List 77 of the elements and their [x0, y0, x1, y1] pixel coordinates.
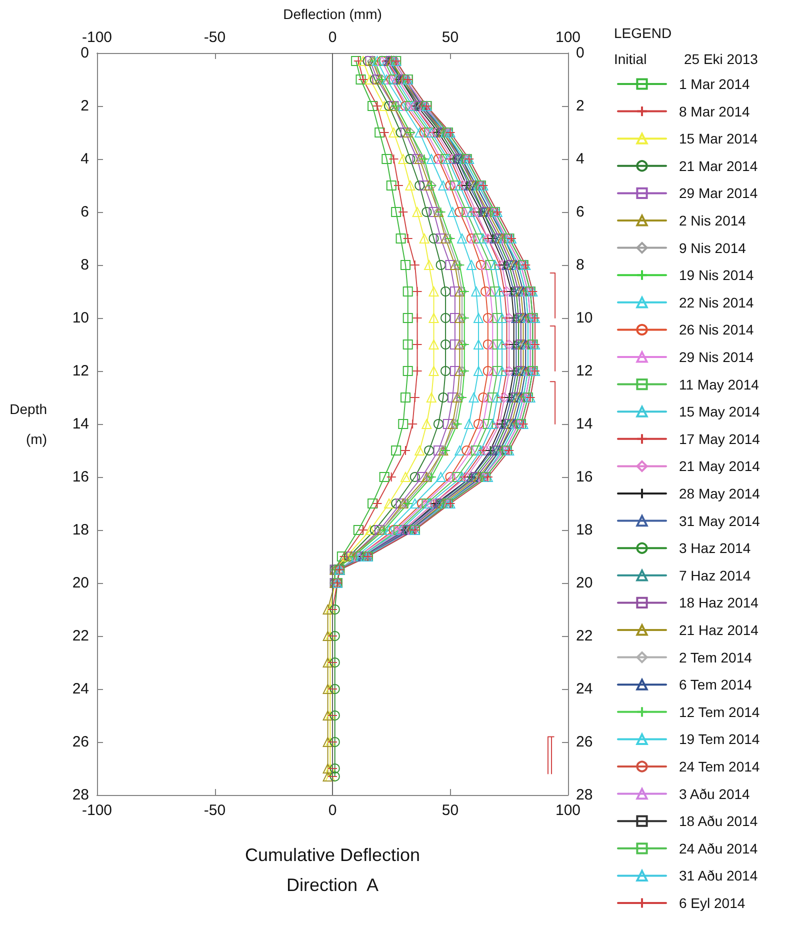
legend-label: 8 Mar 2014	[679, 103, 750, 120]
y-tick-label: 20	[72, 574, 89, 592]
legend-label: 9 Nis 2014	[679, 240, 746, 256]
legend-label: 31 May 2014	[679, 512, 760, 529]
y2-tick-label: 24	[576, 680, 593, 698]
legend-label: 19 Nis 2014	[679, 267, 754, 284]
legend-label: 18 Aðu 2014	[679, 813, 758, 830]
text: 25 Eki 2013	[684, 51, 758, 67]
x2-tick-label: 50	[442, 29, 459, 46]
y-tick-label: 10	[72, 310, 89, 326]
y-tick-label: 16	[72, 468, 89, 486]
y-tick-label: 0	[80, 44, 89, 62]
y2-tick-label: 22	[576, 628, 593, 644]
legend-label: 3 Haz 2014	[679, 540, 751, 556]
y-tick-label: 8	[80, 256, 89, 274]
legend-label: 24 Tem 2014	[679, 758, 760, 774]
y2-tick-label: 18	[576, 522, 593, 538]
y-tick-label: 12	[72, 362, 89, 380]
x-tick-label: 50	[442, 802, 459, 819]
y2-tick-label: 14	[576, 416, 593, 432]
legend-label: 29 Mar 2014	[679, 185, 758, 202]
x2-tick-label: 0	[328, 29, 337, 46]
legend-label: 3 Aðu 2014	[679, 786, 750, 802]
y-tick-label: 26	[72, 734, 89, 750]
y2-tick-label: 6	[576, 204, 584, 220]
legend-label: 2 Nis 2014	[679, 212, 746, 228]
legend-label: 2 Tem 2014	[679, 649, 752, 666]
legend-label: 15 May 2014	[679, 404, 760, 420]
legend-label: 31 Aðu 2014	[679, 868, 758, 884]
y2-tick-label: 16	[576, 468, 593, 486]
legend-label: 19 Tem 2014	[679, 731, 760, 748]
legend-label: 21 Mar 2014	[679, 158, 758, 174]
y-tick-label: 14	[72, 416, 89, 432]
y-tick-label: 24	[72, 680, 89, 698]
x-tick-label: -100	[82, 802, 112, 819]
text: Initial	[614, 51, 647, 67]
y2-tick-label: 4	[576, 150, 584, 168]
y-tick-label: 4	[80, 150, 89, 168]
x2-tick-label: 100	[555, 29, 581, 46]
legend-label: 24 Aðu 2014	[679, 840, 758, 856]
legend-label: 17 May 2014	[679, 430, 760, 447]
legend-label: 12 Tem 2014	[679, 704, 760, 720]
x2-tick-label: -100	[82, 29, 112, 46]
legend-label: 21 May 2014	[679, 458, 760, 474]
x-axis-title: Cumulative Deflection Direction A	[244, 845, 420, 895]
y-axis-title: Depth (m)	[10, 401, 47, 447]
legend-label: 1 Mar 2014	[679, 76, 750, 92]
legend-label: 28 May 2014	[679, 486, 760, 502]
x-tick-label: -50	[204, 802, 226, 819]
y-tick-label: 6	[80, 204, 89, 220]
legend-title: LEGEND	[614, 25, 672, 41]
legend-label: 22 Nis 2014	[679, 294, 754, 310]
legend-label: 26 Nis 2014	[679, 322, 754, 338]
x-tick-label: 0	[328, 802, 337, 819]
y-tick-label: 2	[80, 98, 89, 114]
y2-tick-label: 20	[576, 574, 593, 592]
y2-tick-label: 10	[576, 310, 593, 326]
legend-label: 11 May 2014	[679, 376, 760, 392]
y2-tick-label: 26	[576, 734, 593, 750]
x2-tick-label: -50	[204, 29, 226, 46]
y2-tick-label: 8	[576, 256, 584, 274]
legend-label: 29 Nis 2014	[679, 349, 754, 365]
legend-label: 6 Eyl 2014	[679, 895, 746, 911]
y2-tick-label: 28	[576, 786, 593, 804]
y2-tick-label: 12	[576, 362, 593, 380]
legend-label: 7 Haz 2014	[679, 567, 751, 584]
x-tick-label: 100	[555, 802, 581, 819]
legend-label: 18 Haz 2014	[679, 594, 759, 611]
legend-label: 15 Mar 2014	[679, 130, 758, 147]
y2-tick-label: 0	[576, 44, 584, 62]
x2-axis-title: Deflection (mm)	[283, 6, 382, 22]
legend-label: 21 Haz 2014	[679, 622, 759, 638]
y-tick-label: 28	[72, 786, 89, 804]
legend-label: 6 Tem 2014	[679, 676, 752, 693]
y-tick-label: 18	[72, 522, 89, 538]
y-tick-label: 22	[72, 628, 89, 644]
y2-tick-label: 2	[576, 98, 584, 114]
